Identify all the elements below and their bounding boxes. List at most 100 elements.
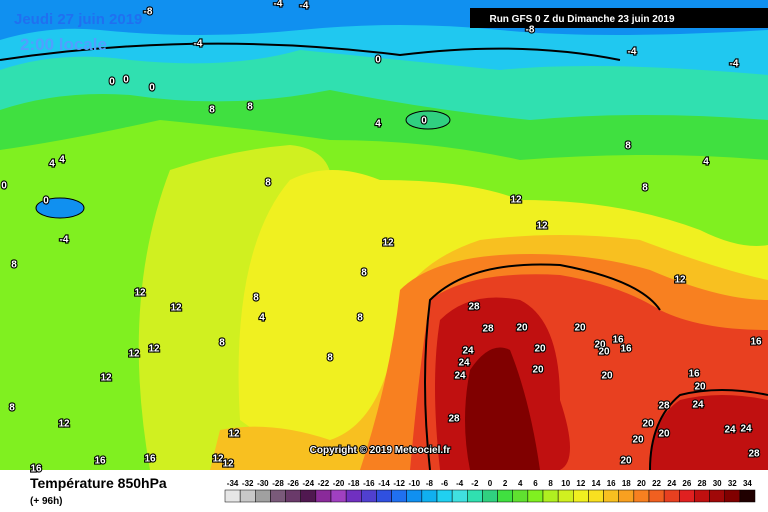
colorbar-cell <box>345 489 362 503</box>
colorbar-cell <box>663 489 680 503</box>
colorbar-tick-label: -4 <box>456 479 464 488</box>
contour-label: 20 <box>601 371 613 382</box>
contour-label: 8 <box>327 353 333 364</box>
colorbar-cell <box>239 489 256 503</box>
contour-label: 8 <box>361 268 367 279</box>
colorbar-tick-label: 10 <box>561 479 570 488</box>
colorbar-tick-label: 0 <box>488 479 493 488</box>
colorbar-tick-label: 26 <box>682 479 691 488</box>
colorbar-cell <box>421 489 438 503</box>
contour-label: 20 <box>658 429 670 440</box>
run-box <box>470 8 768 28</box>
colorbar-tick-label: -26 <box>287 479 299 488</box>
contour-label: 12 <box>100 373 112 384</box>
colorbar-cell <box>330 489 347 503</box>
contour-label: 20 <box>516 323 528 334</box>
colorbar-cell <box>497 489 513 503</box>
contour-label: 24 <box>692 400 704 411</box>
forecast-date: Jeudi 27 juin 2019 <box>14 11 142 28</box>
copyright: Copyright © 2019 Meteociel.fr <box>310 445 451 456</box>
colorbar-cell <box>285 489 301 503</box>
colorbar-tick-label: -12 <box>393 479 405 488</box>
colorbar-cell <box>361 489 377 503</box>
contour-label: 4 <box>703 157 709 168</box>
contour-label: 0 <box>149 83 155 94</box>
contour-label: 8 <box>265 178 271 189</box>
contour-label: 16 <box>612 335 624 346</box>
contour-label: 20 <box>594 340 606 351</box>
colorbar-cell <box>739 489 756 503</box>
colorbar-cell <box>300 489 317 503</box>
contour-label: -4 <box>274 0 283 10</box>
contour-label: -4 <box>628 47 637 58</box>
contour-label: 4 <box>49 159 55 170</box>
contour-label: 0 <box>1 181 7 192</box>
colorbar-tick-label: -20 <box>333 479 345 488</box>
contour-label: 20 <box>532 365 544 376</box>
colorbar-tick-label: -2 <box>471 479 479 488</box>
colorbar-tick-label: -6 <box>441 479 449 488</box>
contour-label: 24 <box>458 358 470 369</box>
colorbar-cell <box>603 489 619 503</box>
colorbar-cell <box>224 489 241 503</box>
contour-label: 4 <box>375 119 381 130</box>
contour-label: -4 <box>194 39 203 50</box>
colorbar-cell <box>255 489 271 503</box>
colorbar-tick-label: 12 <box>576 479 585 488</box>
colorbar-cell <box>648 489 665 503</box>
contour-label: 28 <box>448 414 460 425</box>
contour-label: 20 <box>534 344 546 355</box>
contour-label: 24 <box>740 424 752 435</box>
contour-label: 12 <box>212 454 224 465</box>
colorbar-tick-label: 6 <box>533 479 538 488</box>
contour-label: 0 <box>43 196 49 207</box>
contour-label: 24 <box>454 371 466 382</box>
colorbar-tick-label: -30 <box>257 479 269 488</box>
colorbar-tick-label: -18 <box>348 479 360 488</box>
forecast-time: 2:00 locale <box>20 35 107 54</box>
colorbar-cell <box>512 489 529 503</box>
contour-label: 28 <box>482 324 494 335</box>
colorbar-tick-label: 22 <box>652 479 661 488</box>
colorbar-cell <box>436 489 453 503</box>
contour-label: 20 <box>598 347 610 358</box>
colorbar-tick-label: 2 <box>503 479 508 488</box>
contour-label: 20 <box>632 435 644 446</box>
colorbar-tick-label: 4 <box>518 479 523 488</box>
colorbar-cell <box>482 489 498 503</box>
contour-label: 16 <box>750 337 762 348</box>
colorbar-tick-label: -22 <box>318 479 330 488</box>
contour-label: 20 <box>694 382 706 393</box>
colorbar-cell <box>376 489 392 503</box>
colorbar-tick-label: 20 <box>637 479 646 488</box>
colorbar-tick-label: 24 <box>667 479 676 488</box>
colorbar-tick-label: -24 <box>303 479 315 488</box>
colorbar-cell <box>618 489 635 503</box>
colorbar-cell <box>694 489 710 503</box>
colorbar-cell <box>542 489 559 503</box>
colorbar-tick-label: 32 <box>728 479 737 488</box>
contour-label: 12 <box>148 344 160 355</box>
map-fields <box>0 0 768 471</box>
colorbar-tick-label: -14 <box>378 479 390 488</box>
colorbar-tick-label: -32 <box>242 479 254 488</box>
contour-label: 16 <box>688 369 700 380</box>
contour-label: 0 <box>375 55 381 66</box>
colorbar-cell <box>588 489 604 503</box>
colorbar-cell <box>557 489 574 503</box>
colorbar-tick-label: 16 <box>607 479 616 488</box>
contour-label: -4 <box>300 1 309 12</box>
contour-label: 28 <box>748 449 760 460</box>
contour-label: -8 <box>526 25 535 36</box>
contour-label: -4 <box>730 59 739 70</box>
legend-title: Température 850hPa <box>30 475 167 491</box>
contour-label: 24 <box>462 346 474 357</box>
contour-label: 0 <box>109 77 115 88</box>
contour-label: -8 <box>144 7 153 18</box>
contour-label: 0 <box>123 75 129 86</box>
legend-subtitle: (+ 96h) <box>30 496 63 507</box>
colorbar-tick-label: 8 <box>548 479 553 488</box>
colorbar-cell <box>709 489 725 503</box>
colorbar-cell <box>573 489 589 503</box>
